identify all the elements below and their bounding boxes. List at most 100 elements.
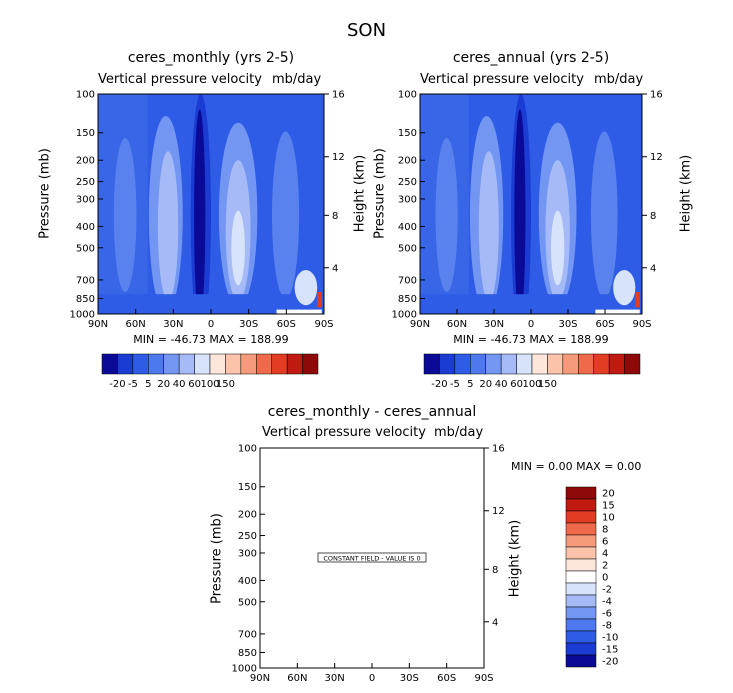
x-tick-label: 30N <box>484 319 504 330</box>
colorbar-swatch <box>565 510 597 524</box>
y-tick-label: 400 <box>398 222 417 233</box>
colorbar-label: 40 <box>173 379 186 390</box>
y-right-tick-label: 12 <box>650 152 663 163</box>
y-tick-label: 1000 <box>70 310 95 321</box>
y-tick-label: 250 <box>238 531 257 542</box>
colorbar-swatch <box>516 353 533 375</box>
field-band <box>435 138 458 292</box>
y-right-tick-label: 8 <box>650 211 656 222</box>
x-tick-label: 60S <box>437 673 456 684</box>
y-tick-label: 300 <box>76 194 95 205</box>
y-tick-label: 100 <box>398 90 417 101</box>
colorbar-swatch <box>194 353 211 375</box>
colorbar-label: 2 <box>602 561 608 572</box>
colorbar-swatch <box>565 522 597 536</box>
x-tick-label: 90N <box>410 319 430 330</box>
panel2-subtitle-left: Vertical pressure velocity <box>420 72 584 87</box>
colorbar-label: 100 <box>522 379 541 390</box>
field-boundary-layer <box>420 294 642 314</box>
panel3-subtitle-right: mb/day <box>434 425 484 440</box>
colorbar-swatch <box>565 630 597 644</box>
x-tick-label: 30N <box>163 319 183 330</box>
colorbar-swatch <box>132 353 149 375</box>
figure-title: SON <box>346 20 387 41</box>
y-tick-label: 250 <box>76 177 95 188</box>
colorbar-swatch <box>500 353 517 375</box>
colorbar-label: -5 <box>450 379 460 390</box>
colorbar-swatch <box>565 606 597 620</box>
colorbar-swatch <box>240 353 257 375</box>
y-tick-label: 500 <box>76 243 95 254</box>
field-band <box>113 138 137 292</box>
colorbar-swatch <box>578 353 594 375</box>
colorbar-swatch <box>470 353 486 375</box>
field-high-lat-feature <box>613 270 636 306</box>
x-tick-label: 90S <box>314 319 333 330</box>
constant-field-text: CONSTANT FIELD - VALUE IS 0 <box>323 555 420 563</box>
field-boundary-layer <box>98 294 324 314</box>
colorbar-swatch <box>593 353 610 375</box>
colorbar-label: 150 <box>538 379 557 390</box>
colorbar-swatch <box>565 534 597 548</box>
colorbar-swatch <box>423 353 440 375</box>
y-tick-label: 400 <box>76 222 95 233</box>
colorbar-label: -20 <box>431 379 447 390</box>
colorbar-swatch <box>163 353 180 375</box>
y-tick-label: 300 <box>238 548 257 559</box>
x-tick-label: 30S <box>239 319 258 330</box>
field-ascent-core <box>194 109 206 314</box>
colorbar-label: -4 <box>602 597 612 608</box>
y-right-tick-label: 12 <box>332 152 345 163</box>
colorbar-swatch <box>225 353 242 375</box>
colorbar-label: 10 <box>602 513 615 524</box>
x-tick-label: 30S <box>558 319 577 330</box>
colorbar-label: 40 <box>495 379 508 390</box>
y-right-tick-label: 4 <box>492 617 498 628</box>
panel3-stats: MIN = 0.00 MAX = 0.00 <box>511 460 642 473</box>
y-tick-label: 200 <box>76 156 95 167</box>
x-tick-label: 0 <box>208 319 214 330</box>
x-tick-label: 90S <box>632 319 651 330</box>
field-contours-0 <box>98 94 324 314</box>
y-tick-label: 850 <box>238 648 257 659</box>
y-tick-label: 700 <box>238 629 257 640</box>
colorbar-swatch <box>286 353 303 375</box>
panel2-subtitle-right: mb/day <box>594 72 644 87</box>
y-tick-label: 700 <box>398 275 417 286</box>
y-tick-label: 150 <box>238 482 257 493</box>
y-right-tick-label: 8 <box>332 211 338 222</box>
y-tick-label: 200 <box>238 510 257 521</box>
colorbar-swatch <box>302 353 319 375</box>
colorbar-swatch <box>608 353 625 375</box>
x-tick-label: 60N <box>287 673 307 684</box>
x-tick-label: 0 <box>528 319 534 330</box>
y-tick-label: 100 <box>238 444 257 455</box>
y-right-tick-label: 16 <box>650 90 663 101</box>
field-subsidence-south-peak <box>231 210 245 286</box>
colorbar-label: 20 <box>157 379 170 390</box>
panel1-subtitle-left: Vertical pressure velocity <box>98 72 262 87</box>
x-tick-label: 60S <box>595 319 614 330</box>
x-tick-label: 60N <box>447 319 467 330</box>
colorbar-label: 5 <box>145 379 151 390</box>
y-right-tick-label: 4 <box>650 263 656 274</box>
field-contours-1 <box>420 94 642 314</box>
colorbar-swatch <box>562 353 579 375</box>
field-band <box>272 131 300 299</box>
colorbar-label: 150 <box>216 379 235 390</box>
colorbar-swatch <box>565 486 597 500</box>
colorbar-label: -20 <box>109 379 125 390</box>
panel1-title: ceres_monthly (yrs 2-5) <box>127 50 295 66</box>
constant-field-box <box>317 552 427 563</box>
x-tick-label: 60N <box>126 319 146 330</box>
colorbar-label: -2 <box>602 585 612 596</box>
colorbar-swatch <box>565 558 597 572</box>
colorbar-label: -15 <box>602 645 618 656</box>
colorbar-label: 20 <box>602 489 615 500</box>
x-tick-label: 60S <box>277 319 296 330</box>
colorbar-label: 20 <box>479 379 492 390</box>
colorbar-swatch <box>256 353 272 375</box>
colorbar-label: 8 <box>602 525 608 536</box>
x-tick-label: 30N <box>325 673 345 684</box>
